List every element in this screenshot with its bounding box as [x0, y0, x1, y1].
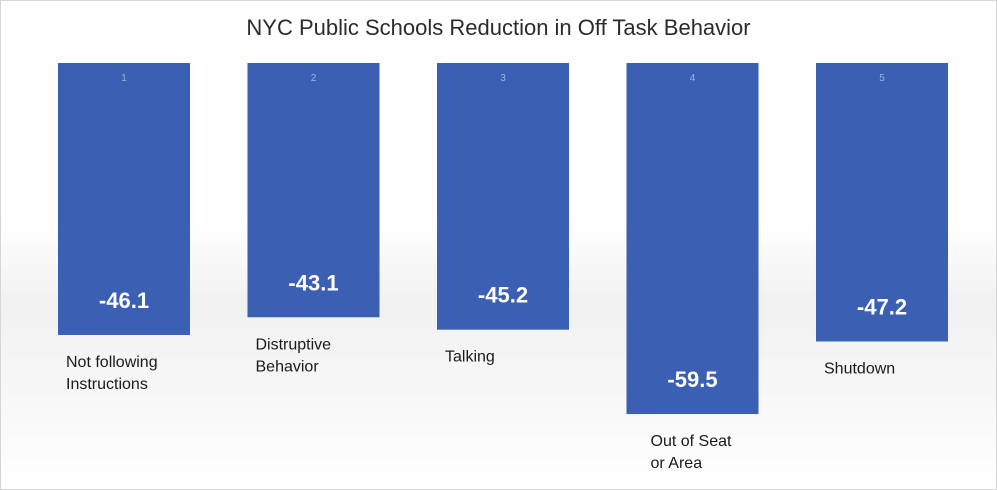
bar-index-1: 1 [121, 73, 127, 84]
bar-4 [626, 63, 759, 415]
category-label-4: Out of Seat or Area [651, 433, 732, 472]
bar-value-label-3: -45.2 [478, 283, 528, 308]
category-label-1: Not following Instructions [66, 354, 158, 393]
bar-index-2: 2 [311, 73, 317, 84]
bar-value-label-2: -43.1 [288, 270, 338, 295]
bar-3 [437, 63, 569, 330]
bar-2 [247, 63, 380, 318]
category-label-3: Talking [445, 349, 495, 366]
bar-1 [58, 63, 190, 335]
bar-index-5: 5 [879, 73, 885, 84]
bar-index-4: 4 [690, 73, 696, 84]
chart-title: NYC Public Schools Reduction in Off Task… [246, 15, 751, 40]
bar-value-label-1: -46.1 [99, 288, 149, 313]
category-label-5: Shutdown [824, 360, 895, 377]
category-label-2: Distruptive Behavior [256, 336, 332, 375]
bar-5 [816, 63, 948, 342]
bar-index-3: 3 [500, 73, 506, 84]
bar-value-label-4: -59.5 [667, 367, 717, 392]
bar-value-label-5: -47.2 [857, 294, 907, 319]
